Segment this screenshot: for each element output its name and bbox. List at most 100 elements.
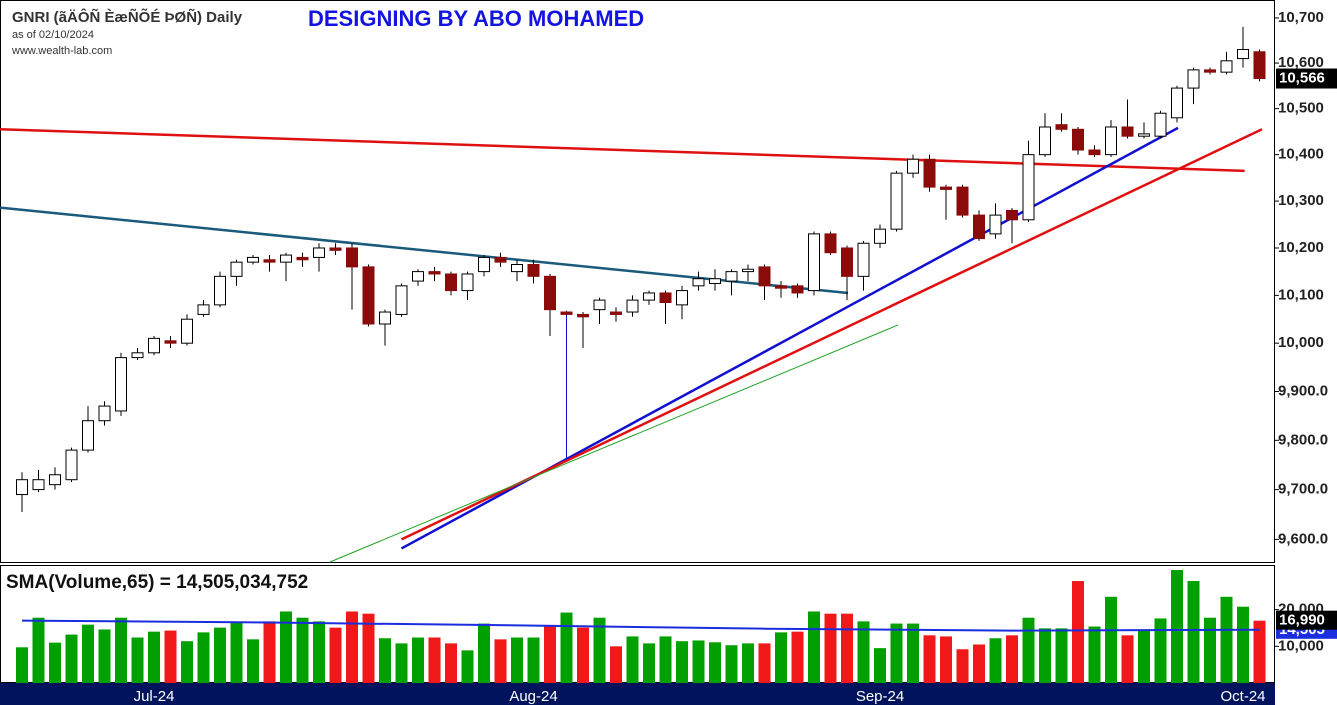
y-tick-label: 9,700.0 [1278, 481, 1328, 498]
y-tick-label: 10,500 [1278, 100, 1324, 117]
volume-bar [1055, 628, 1068, 683]
candle-body [841, 247, 853, 277]
volume-bar [676, 641, 688, 683]
volume-bar [593, 617, 606, 683]
candle-body [329, 247, 342, 251]
candle-body [16, 479, 28, 496]
y-tick-label: 10,000 [1278, 334, 1324, 351]
chart-title: GNRI (ãÄÔÑ ÈæÑÕÉ ÞØÑ) Daily [12, 8, 243, 26]
volume-bar [329, 627, 342, 683]
volume-bar [692, 640, 705, 683]
candle-body [956, 186, 969, 216]
candle-body [1072, 128, 1084, 151]
volume-bar [824, 613, 837, 683]
candle-body [445, 273, 457, 292]
last-volume-box [1276, 610, 1337, 630]
volume-bar [1121, 635, 1134, 683]
annotation: DESIGNING BY ABO MOHAMED [308, 6, 644, 31]
volume-bar [346, 611, 358, 683]
candle-body [1237, 48, 1249, 60]
candle-body [214, 275, 226, 306]
candle-body [131, 352, 144, 359]
candle-body [593, 299, 606, 311]
candle-body [973, 214, 985, 240]
volume-bar [1154, 618, 1167, 683]
trendline [329, 324, 899, 563]
candle-body [659, 292, 672, 303]
candle-body [1105, 126, 1117, 156]
volume-bar [1253, 620, 1266, 683]
volume-bar [791, 631, 804, 683]
volume-bar [1187, 581, 1200, 683]
volume-bar [1204, 617, 1216, 683]
y-tick-label: 10,400 [1278, 146, 1324, 163]
volume-title: SMA(Volume,65) = 14,505,034,752 [6, 572, 308, 593]
volume-bar [544, 626, 556, 683]
volume-bar [923, 635, 936, 683]
sma-line [21, 619, 1260, 632]
volume-bar [973, 644, 985, 683]
volume-bar [247, 639, 259, 683]
y-tick-label: 9,800.0 [1278, 431, 1328, 448]
subtitle: as of 02/10/2024 [12, 29, 94, 41]
volume-bar [940, 636, 952, 683]
volume-bar [1072, 581, 1084, 683]
candle-body [923, 158, 936, 188]
volume-bar [197, 632, 210, 683]
candle-body [428, 271, 441, 275]
candle-body [610, 311, 622, 315]
x-tick-label: Jul-24 [134, 688, 175, 705]
candle-body [478, 256, 490, 273]
volume-bar [214, 627, 226, 683]
volume-bar [560, 612, 573, 683]
volume-bar [32, 617, 45, 683]
candle-body [346, 247, 358, 268]
y-tick-label: 10,100 [1278, 286, 1324, 303]
candle-body [98, 405, 111, 422]
y-tick-label: 10,000 [1278, 637, 1324, 654]
candle-body [362, 266, 375, 325]
volume-bar [857, 621, 870, 683]
candle-body [82, 420, 94, 451]
candle-body [1022, 154, 1035, 221]
candle-body [313, 247, 325, 258]
volume-bar [874, 648, 886, 683]
volume-bar [841, 613, 853, 683]
volume-bar [907, 623, 919, 683]
volume-bar [725, 645, 738, 683]
volume-bar [527, 637, 540, 683]
candle-body [115, 357, 127, 412]
y-tick-label: 10,200 [1278, 239, 1324, 256]
candle-body [626, 299, 639, 313]
candle-body [263, 259, 276, 263]
volume-bar [956, 649, 969, 683]
date-axis [0, 683, 1275, 705]
volume-bar [626, 636, 639, 683]
candle-body [577, 313, 589, 318]
candle-body [1039, 126, 1051, 156]
volume-bar [65, 634, 78, 683]
candle-body [544, 275, 556, 311]
volume-bar [412, 637, 424, 683]
candle-body [890, 172, 903, 230]
candle-body [1154, 112, 1167, 137]
volume-bar [181, 641, 193, 683]
candle-body [824, 233, 837, 254]
volume-bar [395, 643, 408, 683]
volume-bar [164, 630, 177, 683]
volume-bar [148, 631, 160, 683]
volume-bar [742, 643, 754, 683]
volume-bar [296, 617, 309, 683]
volume-bar [1039, 628, 1051, 683]
trendline [0, 206, 849, 295]
candle-body [940, 186, 952, 190]
candle-body [676, 290, 688, 306]
volume-bar [511, 637, 523, 683]
candle-body [164, 340, 177, 344]
candle-body [775, 285, 787, 289]
candle-body [247, 256, 259, 263]
candle-body [1138, 133, 1150, 137]
volume-bar [1006, 635, 1018, 683]
candle-body [709, 278, 721, 284]
